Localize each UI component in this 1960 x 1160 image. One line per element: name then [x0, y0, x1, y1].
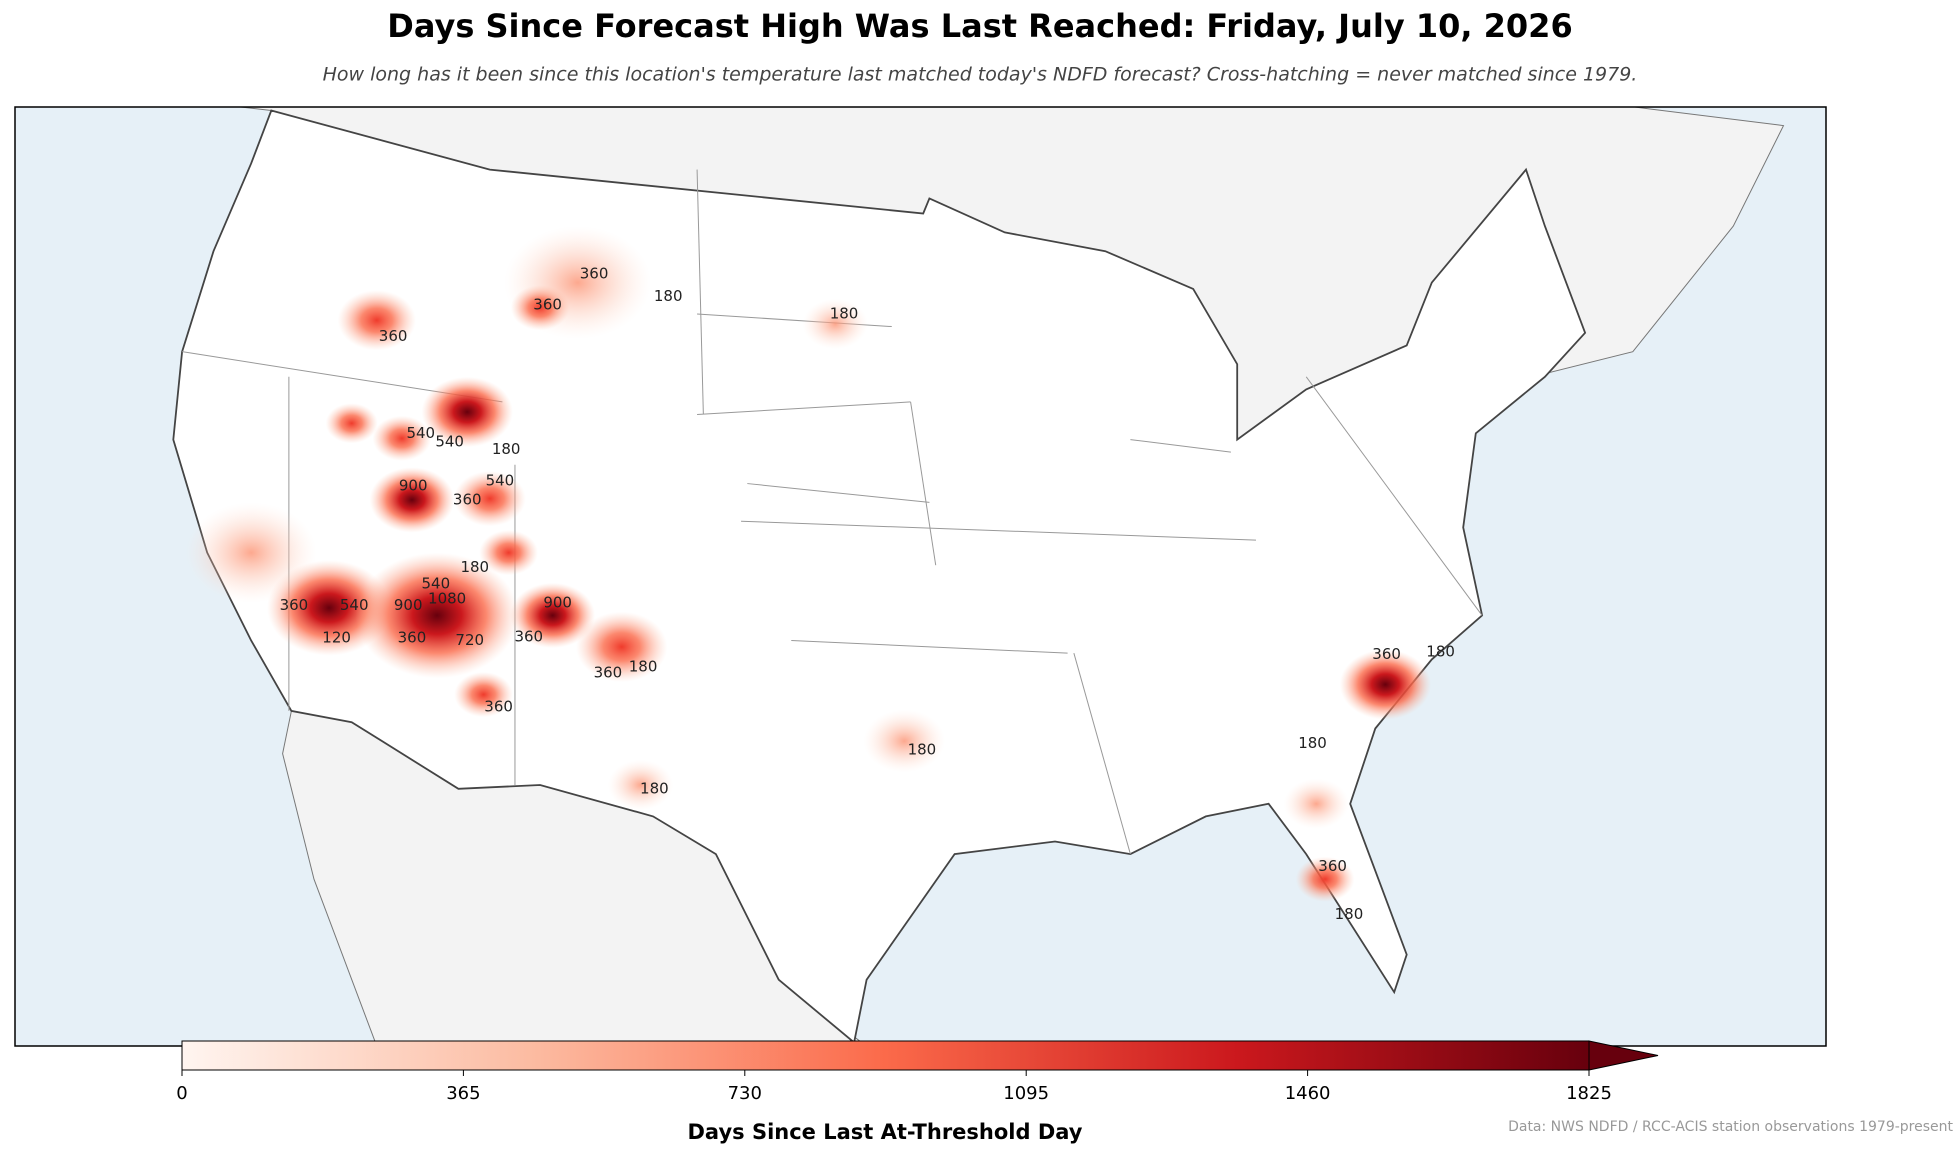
contour-label: 180: [830, 305, 859, 323]
colorbar-tick-label: 365: [446, 1083, 480, 1104]
contour-label: 720: [455, 631, 484, 649]
heat-spot: [1339, 649, 1432, 720]
colorbar: 0 365 730 1095 1460 1825: [176, 1040, 1659, 1104]
source-note: Data: NWS NDFD / RCC-ACIS station observ…: [1508, 1119, 1953, 1135]
colorbar-tick-label: 1460: [1285, 1083, 1331, 1104]
contour-label: 120: [322, 629, 351, 647]
state-border: [696, 169, 704, 415]
title: Days Since Forecast High Was Last Reache…: [387, 7, 1572, 45]
contour-label: 360: [1372, 645, 1401, 663]
contour-label: 180: [640, 779, 669, 797]
heat-spot: [1295, 856, 1355, 902]
state-border: [910, 401, 937, 566]
heat-spot: [510, 582, 596, 649]
state-border: [1130, 439, 1231, 453]
state-border: [697, 401, 911, 415]
contour-label: 360: [280, 596, 309, 614]
contour-label: 900: [399, 477, 428, 495]
colorbar-tick-label: 1095: [1003, 1083, 1049, 1104]
state-border: [747, 483, 930, 503]
heat-spot: [802, 298, 868, 350]
colorbar-tick-label: 730: [728, 1083, 762, 1104]
contour-label: 360: [379, 327, 408, 345]
contour-label: 900: [394, 596, 423, 614]
heat-spot: [185, 502, 317, 603]
heat-spot: [325, 403, 378, 444]
state-border: [1073, 652, 1131, 855]
contour-label: 360: [580, 264, 609, 282]
heat-spot: [454, 671, 513, 718]
heat-spot: [355, 552, 519, 679]
contour-label: 540: [340, 596, 369, 614]
contour-label: 540: [422, 575, 451, 593]
heat-spot: [372, 415, 432, 461]
state-border: [741, 520, 1257, 541]
heat-spot: [337, 290, 416, 351]
heat-spot: [453, 471, 526, 527]
contour-label: 180: [492, 440, 521, 458]
contour-label: 180: [908, 740, 937, 758]
heat-spot: [1283, 778, 1349, 829]
state-border: [791, 640, 1068, 654]
contour-label: 540: [406, 424, 435, 442]
contour-label: 360: [533, 296, 562, 314]
heat-spot: [576, 611, 668, 683]
contour-label: 180: [629, 657, 658, 675]
contour-label: 1080: [428, 590, 466, 608]
contour-label: 180: [1298, 734, 1327, 752]
subtitle: How long has it been since this location…: [323, 64, 1638, 86]
contour-label: 180: [654, 287, 683, 305]
contour-label: 360: [453, 490, 482, 508]
contour-label: 180: [460, 558, 489, 576]
contour-label: 360: [514, 627, 543, 645]
colorbar-tick-label: 1825: [1566, 1083, 1612, 1104]
state-border: [1305, 376, 1483, 616]
colorbar-label: Days Since Last At-Threshold Day: [688, 1120, 1083, 1144]
colorbar-extend: [1588, 1040, 1659, 1071]
contour-label: 360: [594, 664, 623, 682]
usa: [172, 109, 1587, 1045]
heat-spot: [510, 285, 570, 331]
heat-spot: [479, 530, 539, 576]
heat-spot: [421, 376, 513, 448]
colorbar-fill: [181, 1040, 1590, 1071]
contour-label: 540: [435, 433, 464, 451]
contour-label: 180: [1426, 642, 1455, 660]
contour-label: 180: [1335, 905, 1364, 923]
heat-spot: [863, 709, 946, 773]
heat-spot: [369, 467, 455, 533]
contour-label: 540: [486, 472, 515, 490]
heat-spot: [607, 759, 674, 811]
contour-label: 360: [1318, 857, 1347, 875]
contour-label: 900: [543, 593, 572, 611]
contour-label: 360: [398, 629, 427, 647]
contour-label: 360: [484, 698, 513, 716]
colorbar-tick-label: 0: [176, 1083, 187, 1104]
